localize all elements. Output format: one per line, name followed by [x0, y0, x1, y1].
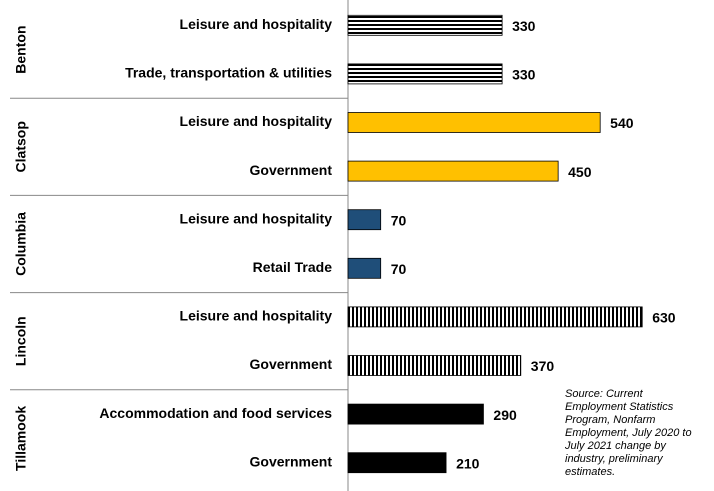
bar: [347, 257, 382, 279]
bar: [347, 403, 484, 425]
value-label: 70: [391, 261, 407, 277]
category-label: Government: [250, 356, 333, 372]
category-label: Retail Trade: [253, 259, 333, 275]
category-label: Leisure and hospitality: [180, 210, 333, 226]
value-label: 370: [531, 358, 555, 374]
bar: [347, 112, 601, 133]
bar: [347, 452, 447, 474]
category-label: Leisure and hospitality: [180, 16, 333, 32]
value-label: 540: [610, 115, 634, 131]
category-label: Trade, transportation & utilities: [125, 65, 332, 81]
category-label: Government: [250, 453, 333, 469]
value-label: 70: [391, 212, 407, 228]
value-label: 450: [568, 164, 592, 180]
category-label: Leisure and hospitality: [180, 308, 333, 324]
bar: [347, 306, 643, 328]
value-label: 290: [493, 407, 517, 423]
group-label: Lincoln: [13, 316, 29, 366]
category-label: Accommodation and food services: [99, 405, 332, 421]
value-label: 210: [456, 455, 480, 471]
group-label: Tillamook: [13, 406, 29, 471]
value-label: 330: [512, 18, 536, 34]
value-label: 330: [512, 67, 536, 83]
group-label: Benton: [13, 25, 29, 73]
category-label: Government: [250, 162, 333, 178]
value-label: 630: [652, 310, 676, 326]
bar: [347, 355, 522, 376]
group-label: Columbia: [13, 212, 29, 276]
source-note: Source: Current Employment Statistics Pr…: [565, 388, 692, 478]
bar: [347, 14, 503, 36]
group-label: Clatsop: [13, 121, 29, 172]
bar: [347, 63, 503, 85]
bar: [347, 209, 382, 231]
bar: [347, 160, 559, 182]
category-label: Leisure and hospitality: [180, 113, 333, 129]
